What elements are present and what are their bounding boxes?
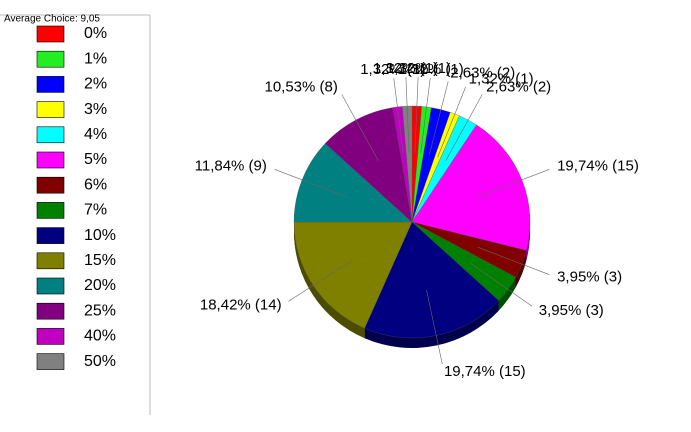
legend-label: 2%: [84, 76, 107, 93]
leader-line: [341, 94, 379, 161]
data-label: 2,63% (2): [450, 65, 515, 82]
leader-line: [477, 169, 550, 197]
data-label: 1,32% (1): [386, 60, 451, 77]
legend-swatch: [36, 151, 65, 169]
leader-line: [426, 290, 443, 364]
leader-line: [420, 78, 431, 153]
data-label: 2,63% (2): [486, 78, 551, 95]
leader-line: [477, 247, 550, 275]
legend-swatch: [36, 101, 65, 118]
data-label: 1,32% (1): [399, 61, 464, 78]
data-label: 18,42% (14): [200, 297, 282, 314]
leader-line: [393, 78, 404, 153]
legend-label: 15%: [84, 252, 116, 269]
legend-label: 5%: [84, 151, 107, 168]
leader-line: [437, 86, 466, 158]
data-label: 10,53% (8): [264, 78, 337, 95]
legend-swatch: [36, 50, 65, 68]
data-label: 1,32% (1): [373, 60, 438, 77]
legend-swatch: [36, 126, 65, 144]
leader-line: [288, 259, 353, 302]
legend-swatch: [36, 176, 65, 194]
legend-swatch: [36, 277, 65, 295]
chart-title: Average Choice: 9,05: [4, 14, 100, 25]
legend-swatch: [36, 252, 65, 270]
leader-line: [414, 77, 419, 153]
legend-label: 10%: [84, 227, 116, 244]
legend-label: 7%: [84, 202, 107, 219]
legend-swatch: [36, 76, 65, 93]
data-label: 11,84% (9): [195, 157, 267, 174]
legend-label: 4%: [84, 126, 107, 143]
legend-swatch: [36, 25, 65, 43]
legend-swatch: [36, 353, 65, 370]
legend-swatch: [36, 328, 65, 345]
legend-label: 1%: [84, 50, 107, 67]
leader-line: [469, 262, 533, 307]
legend-swatch: [36, 202, 65, 219]
data-label: 1,32% (1): [469, 70, 534, 87]
data-label: 19,74% (15): [444, 363, 526, 380]
legend-label: 6%: [84, 176, 107, 193]
leader-line: [429, 81, 449, 155]
leader-line: [445, 94, 483, 161]
data-label: 19,74% (15): [557, 157, 639, 174]
leader-line: [405, 77, 410, 153]
legend-swatch: [36, 227, 65, 244]
legend-label: 3%: [84, 101, 107, 118]
data-label: 1,32% (1): [360, 61, 425, 78]
legend-label: 20%: [84, 277, 116, 294]
legend-swatch: [36, 302, 65, 320]
data-label: 3,95% (3): [539, 302, 604, 319]
legend-label: 0%: [84, 25, 107, 42]
legend-label: 50%: [84, 353, 116, 370]
leader-line: [274, 169, 347, 197]
data-label: 3,95% (3): [557, 269, 622, 286]
legend-label: 25%: [84, 302, 116, 319]
legend-label: 40%: [84, 328, 116, 345]
